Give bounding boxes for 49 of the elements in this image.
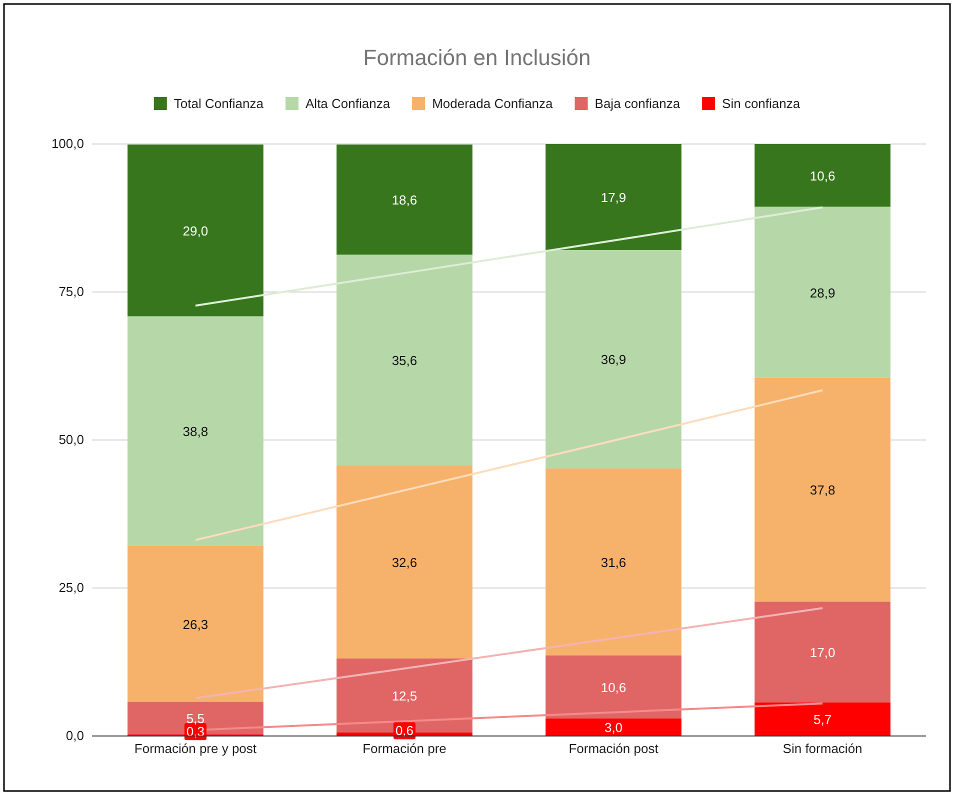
data-label: 18,6 <box>392 192 418 208</box>
data-label: 29,0 <box>182 223 208 238</box>
data-label: 12,5 <box>392 688 418 704</box>
data-label: 32,6 <box>392 554 418 570</box>
bar <box>754 206 890 378</box>
bar <box>128 144 264 316</box>
data-label: 3,0 <box>604 720 623 736</box>
bar <box>546 144 682 250</box>
bar <box>754 378 890 602</box>
legend-label: Alta Confianza <box>306 96 391 111</box>
x-tick-label: Formación post <box>568 741 659 756</box>
bar <box>754 144 890 207</box>
x-tick-label: Formación pre y post <box>134 741 257 756</box>
data-label: 37,8 <box>810 482 836 498</box>
legend-label: Sin confianza <box>722 96 801 111</box>
bar <box>336 254 472 466</box>
y-tick-label: 100,0 <box>51 136 84 152</box>
bar <box>546 655 682 718</box>
data-label: 5,5 <box>186 710 205 726</box>
legend-label: Moderada Confianza <box>432 96 554 111</box>
data-label: 5,7 <box>813 712 832 728</box>
bar <box>754 602 890 702</box>
data-label: 17,0 <box>810 644 836 660</box>
x-tick-label: Sin formación <box>782 741 862 756</box>
bar <box>336 144 472 255</box>
data-label: 36,9 <box>600 352 626 368</box>
bar <box>546 468 682 656</box>
legend-label: Baja confianza <box>594 96 681 111</box>
bar <box>754 702 890 736</box>
data-label: 26,3 <box>182 616 208 632</box>
chart-title: Formación en Inclusión <box>363 45 591 70</box>
data-label: 10,6 <box>600 680 626 695</box>
data-label: 28,9 <box>810 285 836 300</box>
y-tick-label: 25,0 <box>58 580 84 596</box>
y-tick-label: 75,0 <box>58 284 84 300</box>
bar <box>336 465 472 658</box>
y-tick-label: 50,0 <box>58 432 84 448</box>
data-label: 10,6 <box>810 168 836 184</box>
data-label: 31,6 <box>600 554 626 570</box>
data-label: 38,8 <box>182 424 208 440</box>
data-label: 35,6 <box>392 353 418 368</box>
x-tick-label: Formación pre <box>362 741 446 756</box>
bar <box>546 718 682 736</box>
bar <box>128 316 264 546</box>
bar <box>128 546 264 702</box>
legend-label: Total Confianza <box>174 96 264 111</box>
bar <box>546 250 682 468</box>
y-tick-label: 0,0 <box>66 728 84 744</box>
data-label: 17,9 <box>600 190 626 205</box>
